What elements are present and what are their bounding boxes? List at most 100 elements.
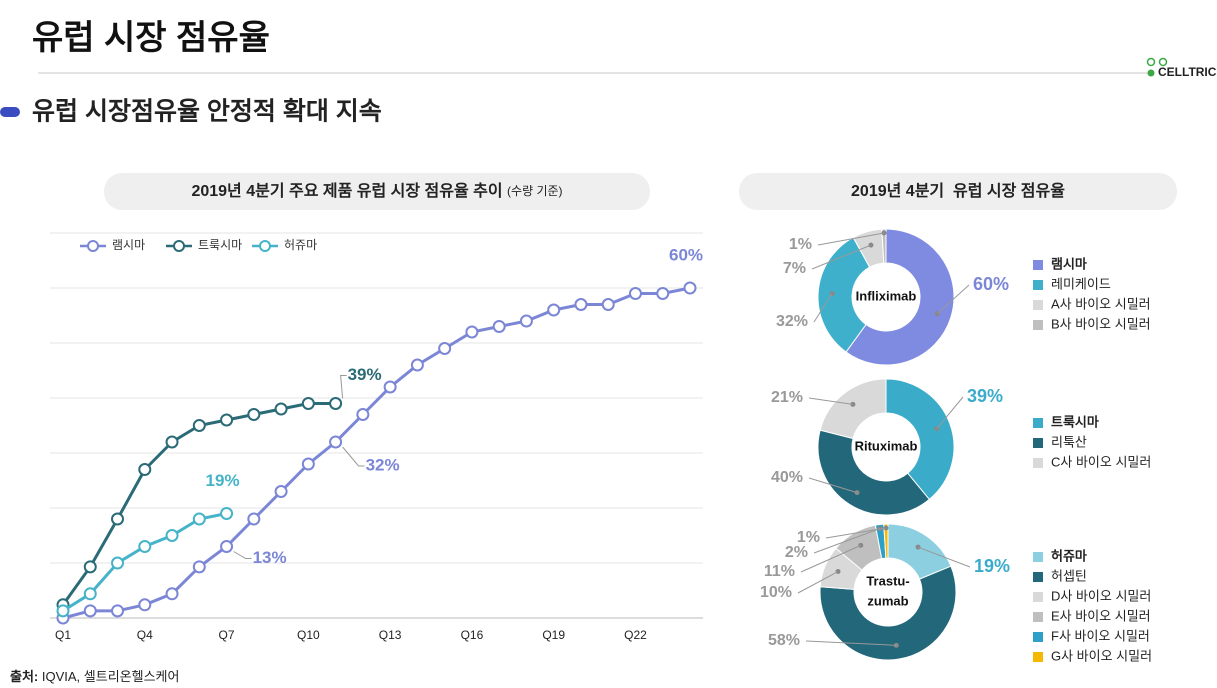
marker [220, 540, 234, 553]
value-label: 39% [967, 386, 1003, 406]
marker [192, 419, 206, 432]
leader [808, 397, 853, 405]
leader [813, 528, 881, 554]
value-label: 1% [797, 529, 820, 546]
marker [301, 457, 315, 471]
leader [340, 375, 347, 399]
legend-label: 레미케이드 [1051, 276, 1111, 291]
legend-label: C사 바이오 시밀러 [1051, 454, 1151, 469]
value-label: 19% [974, 556, 1010, 576]
leader [813, 293, 833, 323]
legend-marker [87, 240, 99, 252]
x-tick-label: Q22 [624, 628, 647, 642]
legend-label: A사 바이오 시밀러 [1051, 296, 1151, 311]
legend-marker [259, 240, 271, 252]
leader [342, 446, 365, 467]
slice [845, 228, 955, 366]
marker [574, 298, 588, 311]
leader [917, 546, 971, 568]
marker [138, 463, 152, 476]
slice [819, 378, 887, 440]
x-tick-label: Q19 [542, 628, 565, 642]
x-tick-label: Q10 [297, 628, 320, 642]
marker [247, 408, 261, 421]
legend-label: 트룩시마 [198, 238, 242, 252]
center-label: zumab [867, 593, 908, 608]
slice [881, 228, 887, 264]
value-label: 39% [348, 365, 382, 384]
legend-swatch [1033, 280, 1043, 290]
marker [247, 512, 261, 526]
pill [104, 173, 650, 210]
legend-swatch [1033, 652, 1043, 662]
marker [329, 435, 343, 449]
marker [383, 380, 397, 394]
legend-label: 램시마 [1051, 256, 1087, 271]
title-note: (수량 기준) [507, 184, 563, 198]
marker [165, 435, 179, 449]
marker [111, 604, 125, 618]
marker [519, 314, 533, 328]
marker [111, 556, 125, 570]
slice [883, 523, 889, 559]
center-label: Infliximab [856, 288, 917, 303]
slice [885, 378, 955, 501]
leader [825, 527, 887, 539]
marker [165, 587, 179, 601]
leader [805, 640, 897, 646]
legend-label: 허쥬마 [284, 238, 317, 252]
leader [817, 232, 885, 246]
marker [628, 287, 642, 300]
page-title: 유럽 시장 점유율 [32, 19, 270, 57]
marker [220, 507, 234, 520]
legend-swatch [1033, 592, 1043, 602]
leader [233, 551, 252, 559]
x-tick-label: Q4 [137, 628, 153, 642]
legend-swatch [1033, 552, 1043, 562]
legend-swatch [1033, 612, 1043, 622]
source-label: 출처: [10, 669, 38, 684]
value-label: 10% [760, 584, 792, 601]
leader [937, 284, 970, 315]
legend-swatch [1033, 632, 1043, 642]
leader [936, 396, 964, 430]
x-tick-label: Q7 [219, 628, 235, 642]
marker [438, 342, 452, 355]
legend-swatch [1033, 300, 1043, 310]
logo-dot [1158, 57, 1168, 67]
chart-title: 2019년 4분기 유럽 시장 점유율 [851, 181, 1065, 200]
value-label: 7% [783, 260, 806, 277]
title-text: 2019년 4분기 주요 제품 유럽 시장 점유율 추이 [191, 181, 502, 200]
legend-label: G사 바이오 시밀러 [1051, 648, 1152, 663]
legend-label: E사 바이오 시밀러 [1051, 608, 1151, 623]
source-text: IQVIA, 셀트리온헬스케어 [42, 669, 180, 684]
marker [301, 397, 315, 410]
value-label: 21% [771, 389, 803, 406]
marker [683, 281, 697, 295]
logo: CELLTRIC [1158, 65, 1217, 79]
marker [83, 560, 97, 574]
value-label: 13% [253, 548, 287, 567]
marker [410, 358, 424, 372]
source: 출처: IQVIA, 셀트리온헬스케어 [10, 669, 179, 684]
legend-swatch [1033, 320, 1043, 330]
marker [192, 560, 206, 574]
marker [274, 485, 288, 498]
marker [547, 303, 561, 317]
marker [56, 604, 70, 618]
legend-label: D사 바이오 시밀러 [1051, 588, 1151, 603]
marker [83, 587, 97, 601]
center-label: Rituximab [855, 438, 918, 453]
value-label: 40% [771, 469, 803, 486]
marker [138, 598, 152, 612]
logo-dot [1146, 57, 1156, 67]
marker [111, 512, 125, 526]
value-label: 32% [776, 313, 808, 330]
value-label: 11% [764, 563, 795, 580]
marker [492, 320, 506, 333]
marker [83, 604, 97, 618]
marker [356, 408, 370, 421]
chart-title: 2019년 4분기 주요 제품 유럽 시장 점유율 추이 (수량 기준) [191, 181, 562, 200]
value-label: 32% [366, 455, 400, 474]
